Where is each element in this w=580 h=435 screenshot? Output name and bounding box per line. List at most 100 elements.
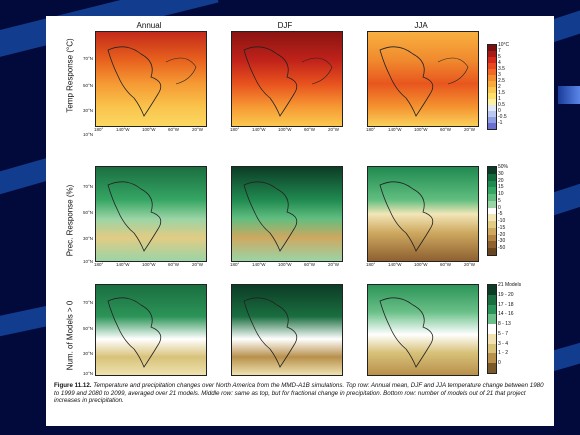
lat-label: 30°N	[82, 351, 93, 356]
colorbar-swatch	[488, 324, 496, 334]
colorbar-swatch	[488, 51, 496, 57]
colorbar-swatch	[488, 343, 496, 354]
lat-label: 70°N	[82, 56, 93, 61]
lat-label: 70°N	[82, 184, 93, 189]
map-models-annual	[95, 284, 207, 376]
colorbar-swatch	[488, 207, 496, 215]
colorbar-label: 5	[498, 54, 501, 60]
lon-label: 100°W	[142, 127, 156, 132]
map-temp-annual	[95, 31, 207, 127]
lon-label: 180°	[230, 127, 240, 132]
colorbar-label: 0.5	[498, 102, 505, 108]
lon-label: 60°W	[304, 262, 316, 267]
colorbar-label: 5 - 7	[498, 330, 509, 337]
colorbar-swatch	[488, 75, 496, 81]
colorbar-label: 3 - 4	[498, 340, 509, 347]
colorbar-label: -15	[498, 224, 506, 231]
colorbar-swatch	[488, 200, 496, 208]
colorbar-label: -30	[498, 238, 506, 245]
colorbar-label: 1	[498, 96, 501, 102]
lon-label: 20°W	[192, 127, 204, 132]
lat-label: 10°N	[82, 371, 93, 376]
colorbar-swatch	[488, 187, 496, 195]
colorbar-label: 7	[498, 48, 501, 54]
lon-label: 140°W	[252, 262, 266, 267]
colorbar-swatch	[488, 227, 496, 235]
colorbar-swatch	[488, 214, 496, 222]
colorbar-label: 10	[498, 191, 504, 198]
colorbar-temp	[487, 44, 497, 130]
colorbar-swatch	[488, 314, 496, 325]
coastline-overlay	[107, 297, 162, 368]
colorbar-label: 3.5	[498, 66, 505, 72]
figure-page: Annual DJF JJA Temp Response (°C) Prec. …	[46, 16, 554, 426]
colorbar-label: 8 - 13	[498, 321, 511, 328]
row-label-temp: Temp Response (°C)	[65, 38, 75, 113]
lat-label: 10°N	[82, 259, 93, 264]
colorbar-label: 2	[498, 84, 501, 90]
lon-label: 140°W	[388, 262, 402, 267]
colorbar-label: 4	[498, 60, 501, 66]
lon-label: 20°W	[464, 127, 476, 132]
colorbar-swatch	[488, 69, 496, 75]
map-prec-djf	[231, 166, 343, 262]
colorbar-swatch	[488, 248, 496, 255]
lon-label: 20°W	[328, 127, 340, 132]
lon-label: 60°W	[440, 262, 452, 267]
slide-accent-tab	[558, 86, 580, 104]
colorbar-label: -50	[498, 245, 506, 252]
colorbar-label: -5	[498, 211, 503, 218]
colorbar-label: 0	[498, 204, 501, 211]
colorbar-label: 14 - 16	[498, 311, 514, 318]
colorbar-swatch	[488, 194, 496, 201]
map-temp-jja	[367, 31, 479, 127]
coastline-overlay	[243, 297, 298, 368]
map-models-jja	[367, 284, 479, 376]
colorbar-label: 10°C	[498, 42, 510, 48]
lon-label: 100°W	[142, 262, 156, 267]
coastline-overlay	[243, 181, 298, 252]
lon-label: 60°W	[168, 127, 180, 132]
lon-label: 60°W	[168, 262, 180, 267]
lon-label: 180°	[94, 262, 104, 267]
colorbar-swatch	[488, 45, 496, 51]
colorbar-swatch	[488, 81, 496, 87]
coastline-overlay	[107, 181, 162, 252]
lat-label: 50°N	[82, 210, 93, 215]
lat-label: 50°N	[82, 83, 93, 88]
colorbar-swatch	[488, 93, 496, 99]
colorbar-swatch	[488, 285, 496, 295]
coastline-overlay	[379, 181, 434, 252]
colorbar-label: 2.5	[498, 78, 505, 84]
colorbar-label: 20	[498, 177, 504, 184]
colorbar-swatch	[488, 221, 496, 228]
colorbar-label: 30	[498, 170, 504, 177]
colorbar-swatch	[488, 111, 496, 117]
colorbar-swatch	[488, 167, 496, 174]
lon-label: 180°	[94, 127, 104, 132]
colorbar-label: -0.5	[498, 114, 507, 120]
coastline-overlay	[379, 46, 469, 117]
colorbar-swatch	[488, 241, 496, 249]
lat-label: 30°N	[82, 108, 93, 113]
lon-label: 100°W	[278, 127, 292, 132]
lon-label: 140°W	[252, 127, 266, 132]
map-prec-annual	[95, 166, 207, 262]
figure-caption: Figure 11.12. Temperature and precipitat…	[54, 382, 550, 405]
colorbar-swatch	[488, 234, 496, 242]
colorbar-swatch	[488, 57, 496, 63]
coastline-overlay	[243, 46, 333, 117]
colorbar-swatch	[488, 123, 496, 129]
colorbar-swatch	[488, 353, 496, 364]
lon-label: 20°W	[464, 262, 476, 267]
colorbar-label: -20	[498, 231, 506, 238]
lat-label: 30°N	[82, 236, 93, 241]
colorbar-prec	[487, 166, 497, 256]
caption-text: Temperature and precipitation changes ov…	[54, 382, 544, 405]
lat-label: 70°N	[82, 300, 93, 305]
row-label-prec: Prec. Response (%)	[65, 184, 75, 257]
colorbar-swatch	[488, 304, 496, 315]
colorbar-label: 1 - 2	[498, 350, 509, 357]
lon-label: 140°W	[388, 127, 402, 132]
colorbar-label: 0	[498, 108, 501, 114]
